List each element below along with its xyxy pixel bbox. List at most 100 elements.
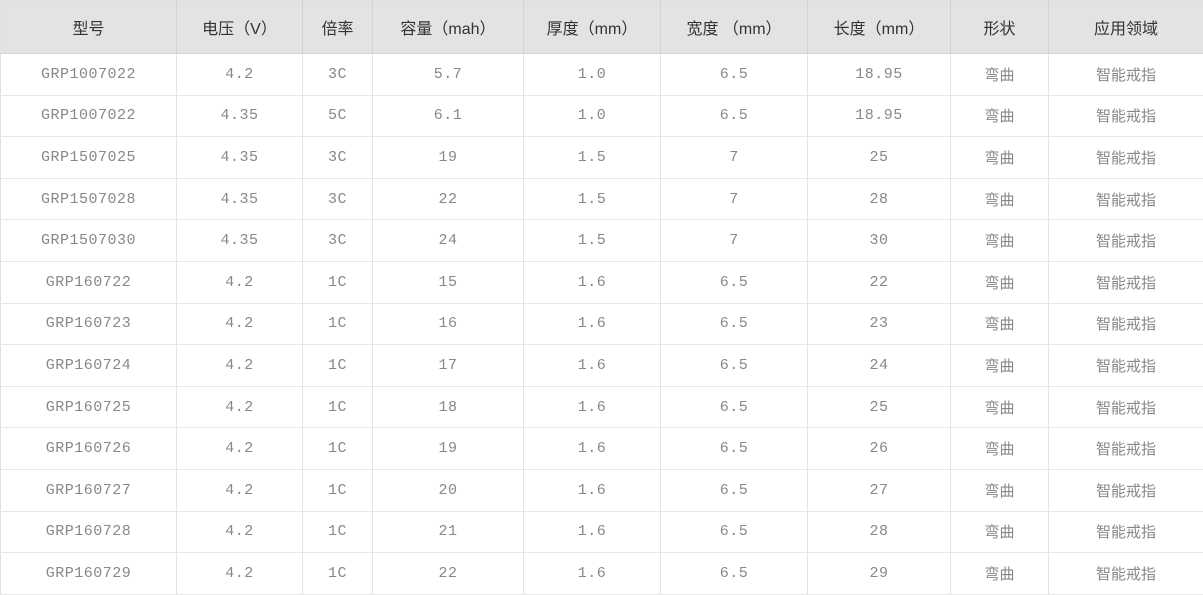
cell-rate: 3C (303, 220, 373, 262)
column-header-shape[interactable]: 形状 (951, 1, 1049, 54)
cell-shape: 弯曲 (951, 553, 1049, 595)
cell-thickness: 1.6 (524, 386, 661, 428)
cell-width: 6.5 (661, 386, 808, 428)
cell-voltage: 4.2 (177, 428, 303, 470)
column-header-capacity[interactable]: 容量（mah） (373, 1, 524, 54)
column-header-model[interactable]: 型号 (1, 1, 177, 54)
cell-application: 智能戒指 (1049, 553, 1203, 595)
cell-rate: 1C (303, 261, 373, 303)
cell-rate: 1C (303, 469, 373, 511)
cell-shape: 弯曲 (951, 428, 1049, 470)
cell-shape: 弯曲 (951, 220, 1049, 262)
cell-rate: 1C (303, 428, 373, 470)
cell-shape: 弯曲 (951, 386, 1049, 428)
cell-length: 18.95 (808, 54, 951, 96)
cell-thickness: 1.6 (524, 553, 661, 595)
cell-voltage: 4.2 (177, 261, 303, 303)
cell-application: 智能戒指 (1049, 137, 1203, 179)
column-header-length[interactable]: 长度（mm） (808, 1, 951, 54)
cell-voltage: 4.35 (177, 178, 303, 220)
cell-application: 智能戒指 (1049, 261, 1203, 303)
cell-shape: 弯曲 (951, 54, 1049, 96)
cell-thickness: 1.5 (524, 137, 661, 179)
column-header-width[interactable]: 宽度 （mm） (661, 1, 808, 54)
cell-thickness: 1.5 (524, 178, 661, 220)
cell-thickness: 1.6 (524, 469, 661, 511)
cell-width: 6.5 (661, 303, 808, 345)
cell-length: 29 (808, 553, 951, 595)
cell-model: GRP160722 (1, 261, 177, 303)
cell-capacity: 22 (373, 178, 524, 220)
cell-shape: 弯曲 (951, 178, 1049, 220)
cell-capacity: 19 (373, 428, 524, 470)
cell-capacity: 5.7 (373, 54, 524, 96)
cell-capacity: 16 (373, 303, 524, 345)
cell-application: 智能戒指 (1049, 178, 1203, 220)
cell-thickness: 1.0 (524, 95, 661, 137)
cell-application: 智能戒指 (1049, 345, 1203, 387)
cell-voltage: 4.2 (177, 511, 303, 553)
cell-shape: 弯曲 (951, 469, 1049, 511)
cell-shape: 弯曲 (951, 261, 1049, 303)
cell-voltage: 4.2 (177, 54, 303, 96)
cell-width: 6.5 (661, 469, 808, 511)
cell-capacity: 19 (373, 137, 524, 179)
cell-length: 28 (808, 511, 951, 553)
cell-model: GRP160724 (1, 345, 177, 387)
column-header-rate[interactable]: 倍率 (303, 1, 373, 54)
cell-width: 7 (661, 137, 808, 179)
table-header-row: 型号 电压（V） 倍率 容量（mah） 厚度（mm） 宽度 （mm） 长度（mm… (1, 1, 1203, 54)
cell-rate: 3C (303, 54, 373, 96)
cell-application: 智能戒指 (1049, 54, 1203, 96)
cell-model: GRP1507025 (1, 137, 177, 179)
cell-application: 智能戒指 (1049, 386, 1203, 428)
cell-capacity: 18 (373, 386, 524, 428)
cell-application: 智能戒指 (1049, 303, 1203, 345)
cell-rate: 3C (303, 137, 373, 179)
cell-model: GRP160729 (1, 553, 177, 595)
cell-application: 智能戒指 (1049, 220, 1203, 262)
cell-model: GRP1007022 (1, 95, 177, 137)
cell-shape: 弯曲 (951, 137, 1049, 179)
column-header-thickness[interactable]: 厚度（mm） (524, 1, 661, 54)
cell-width: 7 (661, 220, 808, 262)
cell-width: 6.5 (661, 54, 808, 96)
cell-voltage: 4.2 (177, 345, 303, 387)
cell-thickness: 1.5 (524, 220, 661, 262)
cell-thickness: 1.6 (524, 428, 661, 470)
cell-rate: 1C (303, 553, 373, 595)
cell-rate: 5C (303, 95, 373, 137)
cell-rate: 1C (303, 303, 373, 345)
cell-length: 23 (808, 303, 951, 345)
cell-length: 24 (808, 345, 951, 387)
cell-thickness: 1.6 (524, 261, 661, 303)
cell-thickness: 1.6 (524, 345, 661, 387)
cell-capacity: 20 (373, 469, 524, 511)
cell-application: 智能戒指 (1049, 428, 1203, 470)
cell-width: 6.5 (661, 345, 808, 387)
cell-capacity: 24 (373, 220, 524, 262)
cell-width: 6.5 (661, 553, 808, 595)
cell-model: GRP160723 (1, 303, 177, 345)
cell-model: GRP160726 (1, 428, 177, 470)
cell-voltage: 4.2 (177, 303, 303, 345)
cell-model: GRP160725 (1, 386, 177, 428)
cell-application: 智能戒指 (1049, 511, 1203, 553)
cell-width: 6.5 (661, 428, 808, 470)
cell-model: GRP160728 (1, 511, 177, 553)
cell-model: GRP1507030 (1, 220, 177, 262)
column-header-application[interactable]: 应用领域 (1049, 1, 1203, 54)
cell-width: 7 (661, 178, 808, 220)
cell-length: 26 (808, 428, 951, 470)
column-header-voltage[interactable]: 电压（V） (177, 1, 303, 54)
cell-voltage: 4.35 (177, 220, 303, 262)
